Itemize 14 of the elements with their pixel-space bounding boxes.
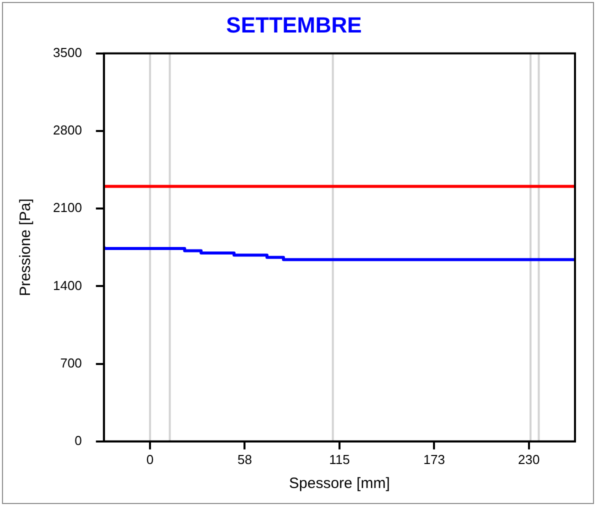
y-tick-label: 1400 [53, 278, 82, 293]
x-tick-label: 58 [238, 452, 252, 467]
y-tick-label: 0 [74, 432, 82, 448]
chart-title: SETTEMBRE [226, 12, 362, 38]
y-axis-title: Pressione [Pa] [17, 198, 34, 296]
x-tick-label: 230 [518, 452, 540, 467]
x-tick-label: 0 [146, 452, 154, 467]
y-tick-label: 2100 [53, 200, 82, 216]
y-tick-label: 3500 [53, 44, 82, 60]
x-axis-title: Spessore [mm] [289, 475, 390, 492]
y-tick-label: 2800 [53, 122, 82, 138]
y-tick-label: 700 [60, 355, 82, 370]
x-tick-label: 115 [329, 452, 350, 467]
x-tick-label: 173 [423, 452, 446, 467]
